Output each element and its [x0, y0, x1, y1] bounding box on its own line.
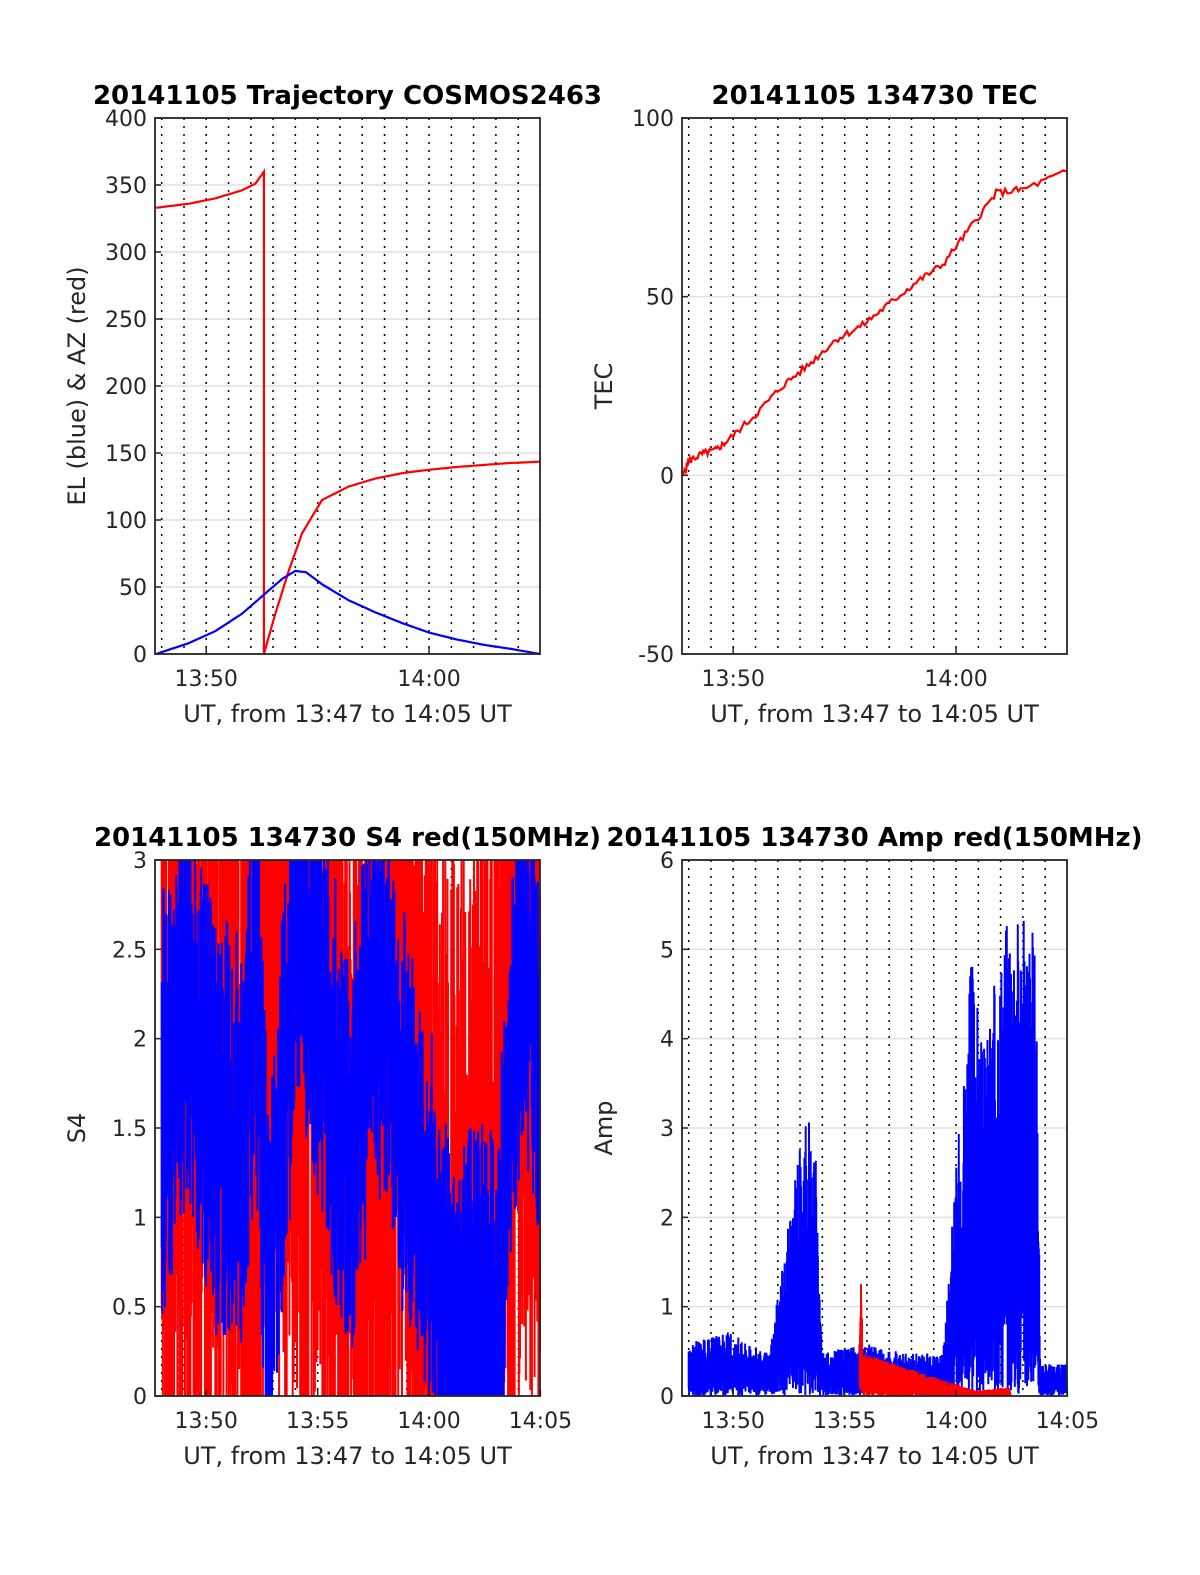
tec-panel: -50 0 50 100 13:50 14:00 20141105 134730 TEC UT… [590, 81, 1068, 728]
amp-ytick-label: 2 [660, 1206, 674, 1231]
traj-panel: 0 50 100 150 200 250 300 350 400 13:50 14:00 201411… [63, 81, 602, 728]
s4-ytick-label: 0 [133, 1385, 147, 1410]
traj-ytick-label: 200 [105, 375, 147, 400]
s4-title: 20141105 134730 S4 red(150MHz) [94, 823, 601, 853]
s4-xtick-label: 13:55 [286, 1409, 349, 1434]
s4-ytick-label: 3 [133, 849, 147, 874]
s4-xtick-label: 13:50 [174, 1409, 237, 1434]
traj-ylabel: EL (blue) & AZ (red) [63, 266, 91, 505]
amp-ytick-label: 3 [660, 1117, 674, 1142]
traj-line [155, 569, 541, 656]
traj-ytick-label: 250 [105, 308, 147, 333]
traj-ytick-label: 150 [105, 442, 147, 467]
tec-xtick-label: 13:50 [701, 667, 764, 692]
traj-line [155, 168, 541, 655]
s4-ytick-label: 2.5 [112, 938, 147, 963]
amp-trace [858, 1284, 1012, 1396]
traj-series-el [155, 569, 541, 656]
amp-ylabel: Amp [590, 1100, 618, 1155]
amp-ytick-label: 4 [660, 1028, 674, 1053]
traj-ytick-label: 100 [105, 509, 147, 534]
traj-ytick-label: 300 [105, 241, 147, 266]
traj-title: 20141105 Trajectory COSMOS2463 [93, 81, 602, 111]
tec-ytick-label: -50 [638, 643, 674, 668]
tec-ylabel: TEC [590, 363, 618, 411]
traj-ytick-label: 350 [105, 174, 147, 199]
s4-ylabel: S4 [63, 1113, 91, 1144]
amp-xtick-label: 14:00 [924, 1409, 987, 1434]
tec-ytick-label: 100 [632, 107, 674, 132]
traj-series-az [155, 168, 541, 655]
s4-ytick-label: 0.5 [112, 1296, 147, 1321]
s4-xtick-label: 14:00 [397, 1409, 460, 1434]
tec-xtick-label: 14:00 [924, 667, 987, 692]
tec-ytick-label: 0 [660, 464, 674, 489]
tec-series-tec [682, 169, 1068, 477]
tec-line [682, 169, 1068, 477]
s4-xtick-label: 14:05 [509, 1409, 572, 1434]
amp-xtick-label: 14:05 [1036, 1409, 1099, 1434]
amp-ytick-label: 6 [660, 849, 674, 874]
s4-series-s4-blue [160, 860, 541, 1396]
traj-xtick-label: 14:00 [397, 667, 460, 692]
amp-ytick-label: 5 [660, 938, 674, 963]
tec-xlabel: UT, from 13:47 to 14:05 UT [710, 700, 1039, 728]
s4-xlabel: UT, from 13:47 to 14:05 UT [183, 1442, 512, 1470]
amp-panel: 0 1 2 3 4 5 6 13:50 13:55 14:00 14:05 20141105 1347… [590, 823, 1143, 1470]
amp-ytick-label: 0 [660, 1385, 674, 1410]
tec-plot-area [682, 118, 1067, 654]
amp-xtick-label: 13:50 [701, 1409, 764, 1434]
amp-ytick-label: 1 [660, 1296, 674, 1321]
traj-ytick-label: 50 [119, 576, 147, 601]
tec-title: 20141105 134730 TEC [712, 81, 1038, 111]
s4-panel: 0 0.5 1 1.5 2 2.5 3 13:50 13:55 14:00 14:05 2014110… [63, 823, 601, 1470]
s4-trace [160, 860, 541, 1396]
s4-ytick-label: 1 [133, 1206, 147, 1231]
traj-xlabel: UT, from 13:47 to 14:05 UT [183, 700, 512, 728]
traj-xtick-label: 13:50 [174, 667, 237, 692]
amp-title: 20141105 134730 Amp red(150MHz) [606, 823, 1142, 853]
traj-ytick-label: 400 [105, 107, 147, 132]
traj-ytick-label: 0 [133, 643, 147, 668]
amp-xtick-label: 13:55 [813, 1409, 876, 1434]
s4-ytick-label: 2 [133, 1028, 147, 1053]
tec-ytick-label: 50 [646, 286, 674, 311]
tec-axes-box [681, 117, 1068, 655]
s4-ytick-label: 1.5 [112, 1117, 147, 1142]
amp-xlabel: UT, from 13:47 to 14:05 UT [710, 1442, 1039, 1470]
amp-series-amp-red [858, 1284, 1012, 1396]
